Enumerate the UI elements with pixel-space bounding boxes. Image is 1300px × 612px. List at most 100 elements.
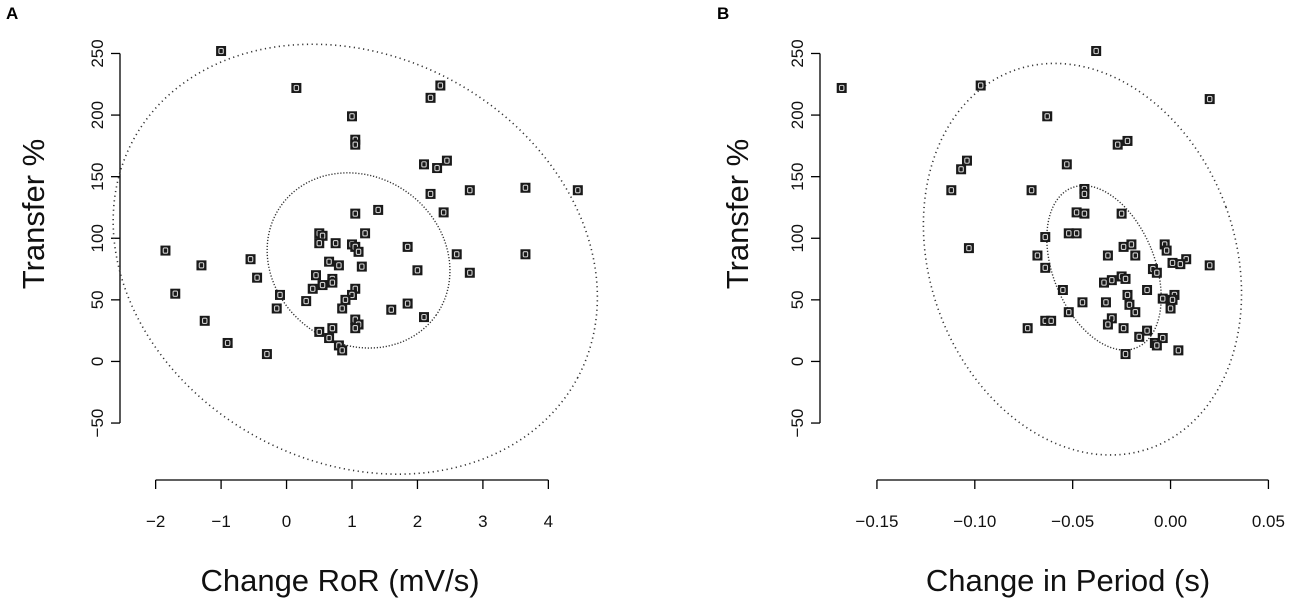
scatter-point xyxy=(324,333,335,344)
scatter-point-marker xyxy=(1026,185,1037,196)
scatter-point xyxy=(271,303,282,314)
scatter-point xyxy=(1204,94,1215,105)
panel-b: B −50 0 50 100 150 200 250 xyxy=(717,4,1285,598)
scatter-point xyxy=(360,228,371,239)
scatter-point xyxy=(432,163,443,174)
scatter-point-highlight xyxy=(1169,296,1176,304)
scatter-point-marker xyxy=(520,249,531,260)
scatter-point-marker xyxy=(1118,241,1129,252)
x-tick-label-a: 1 xyxy=(347,512,356,531)
scatter-point-marker xyxy=(337,303,348,314)
scatter-point xyxy=(975,80,986,91)
scatter-point xyxy=(1042,111,1053,122)
scatter-point-marker xyxy=(327,323,338,334)
scatter-point xyxy=(1040,232,1051,243)
scatter-point-highlight xyxy=(332,240,339,247)
scatter-point xyxy=(1040,262,1051,273)
scatter-point-marker xyxy=(324,256,335,267)
scatter-point-marker xyxy=(1106,275,1117,286)
scatter-point-marker xyxy=(1134,331,1145,342)
scatter-point-highlight xyxy=(359,263,365,270)
scatter-point xyxy=(1122,135,1133,146)
scatter-point-marker xyxy=(425,188,436,199)
scatter-point-marker xyxy=(350,139,361,150)
y-tick-label-a: 50 xyxy=(88,290,107,309)
scatter-point-highlight xyxy=(1105,252,1111,259)
scatter-point xyxy=(1167,257,1178,268)
scatter-point xyxy=(1142,285,1153,295)
scatter-point-highlight xyxy=(198,262,205,269)
scatter-point xyxy=(425,188,436,199)
scatter-point xyxy=(1091,46,1102,57)
x-tick-label-b: −0.10 xyxy=(953,512,996,531)
scatter-point-highlight xyxy=(254,274,260,281)
scatter-point-marker xyxy=(1106,313,1117,324)
scatter-point xyxy=(464,185,475,196)
scatter-point xyxy=(317,280,328,291)
scatter-point-marker xyxy=(373,204,384,215)
scatter-point-highlight xyxy=(339,347,345,354)
scatter-point xyxy=(1157,333,1168,344)
scatter-point-highlight xyxy=(201,317,208,324)
scatter-point xyxy=(1157,293,1168,304)
scatter-point-highlight xyxy=(319,281,326,289)
scatter-point-marker xyxy=(1159,239,1170,250)
x-tick-label-a: −2 xyxy=(146,512,165,531)
scatter-point-highlight xyxy=(1132,252,1139,259)
scatter-point-marker xyxy=(1130,307,1141,318)
scatter-point-marker xyxy=(1077,297,1088,308)
scatter-point-marker xyxy=(160,245,171,256)
scatter-point xyxy=(386,304,397,315)
scatter-point-highlight xyxy=(1120,243,1127,251)
scatter-point-marker xyxy=(1022,323,1033,334)
scatter-point-marker xyxy=(572,185,583,196)
y-tick-label-a: 0 xyxy=(88,357,107,366)
panel-label-b: B xyxy=(717,4,729,23)
y-tick-label-a: 100 xyxy=(88,224,107,252)
scatter-point-marker xyxy=(402,298,413,309)
scatter-point xyxy=(1175,259,1186,270)
scatter-point-marker xyxy=(836,82,847,93)
scatter-point-highlight xyxy=(172,290,179,297)
scatter-point xyxy=(412,265,423,276)
scatter-point xyxy=(1102,319,1113,330)
scatter-point-marker xyxy=(1120,349,1131,360)
x-tick-labels-b: −0.15 −0.10 −0.05 0.00 0.05 xyxy=(855,512,1285,531)
scatter-point-marker xyxy=(1100,297,1111,308)
scatter-point-highlight xyxy=(437,82,444,89)
scatter-point-highlight xyxy=(467,187,473,194)
scatter-point-marker xyxy=(271,303,282,314)
scatter-point-marker xyxy=(1071,207,1082,218)
scatter-point-marker xyxy=(1099,277,1109,288)
scatter-point-highlight xyxy=(1048,317,1054,324)
scatter-point-marker xyxy=(1122,289,1133,300)
y-tick-label-b: 100 xyxy=(788,224,807,252)
x-tick-label-b: 0.05 xyxy=(1252,512,1285,531)
panel-a: A −50 0 50 100 150 200 250 xyxy=(6,4,599,598)
scatter-point-highlight xyxy=(1081,190,1088,198)
scatter-point-highlight xyxy=(1136,333,1142,340)
scatter-point-highlight xyxy=(1028,187,1035,194)
scatter-point-marker xyxy=(216,46,227,57)
y-tick-label-b: 0 xyxy=(788,357,807,366)
scatter-point xyxy=(301,296,312,307)
x-tick-label-a: 0 xyxy=(282,512,291,531)
scatter-point-marker xyxy=(1124,299,1135,310)
scatter-point-marker xyxy=(1118,323,1129,334)
x-axis-title-b: Change in Period (s) xyxy=(926,563,1210,598)
scatter-point xyxy=(314,238,325,249)
scatter-point-highlight xyxy=(1064,161,1070,168)
scatter-point-highlight xyxy=(1144,286,1150,294)
scatter-point xyxy=(836,82,847,93)
scatter-point xyxy=(464,267,475,278)
scatter-point-highlight xyxy=(342,296,349,304)
y-tick-label-b: 150 xyxy=(788,162,807,190)
x-ticks-b xyxy=(876,480,1270,489)
scatter-point-highlight xyxy=(316,240,323,247)
scatter-point xyxy=(1057,285,1068,295)
scatter-point-highlight xyxy=(522,251,529,258)
scatter-point-marker xyxy=(324,333,335,344)
scatter-point-marker xyxy=(412,265,423,276)
scatter-point-marker xyxy=(1120,273,1131,284)
scatter-point-marker xyxy=(317,230,328,241)
